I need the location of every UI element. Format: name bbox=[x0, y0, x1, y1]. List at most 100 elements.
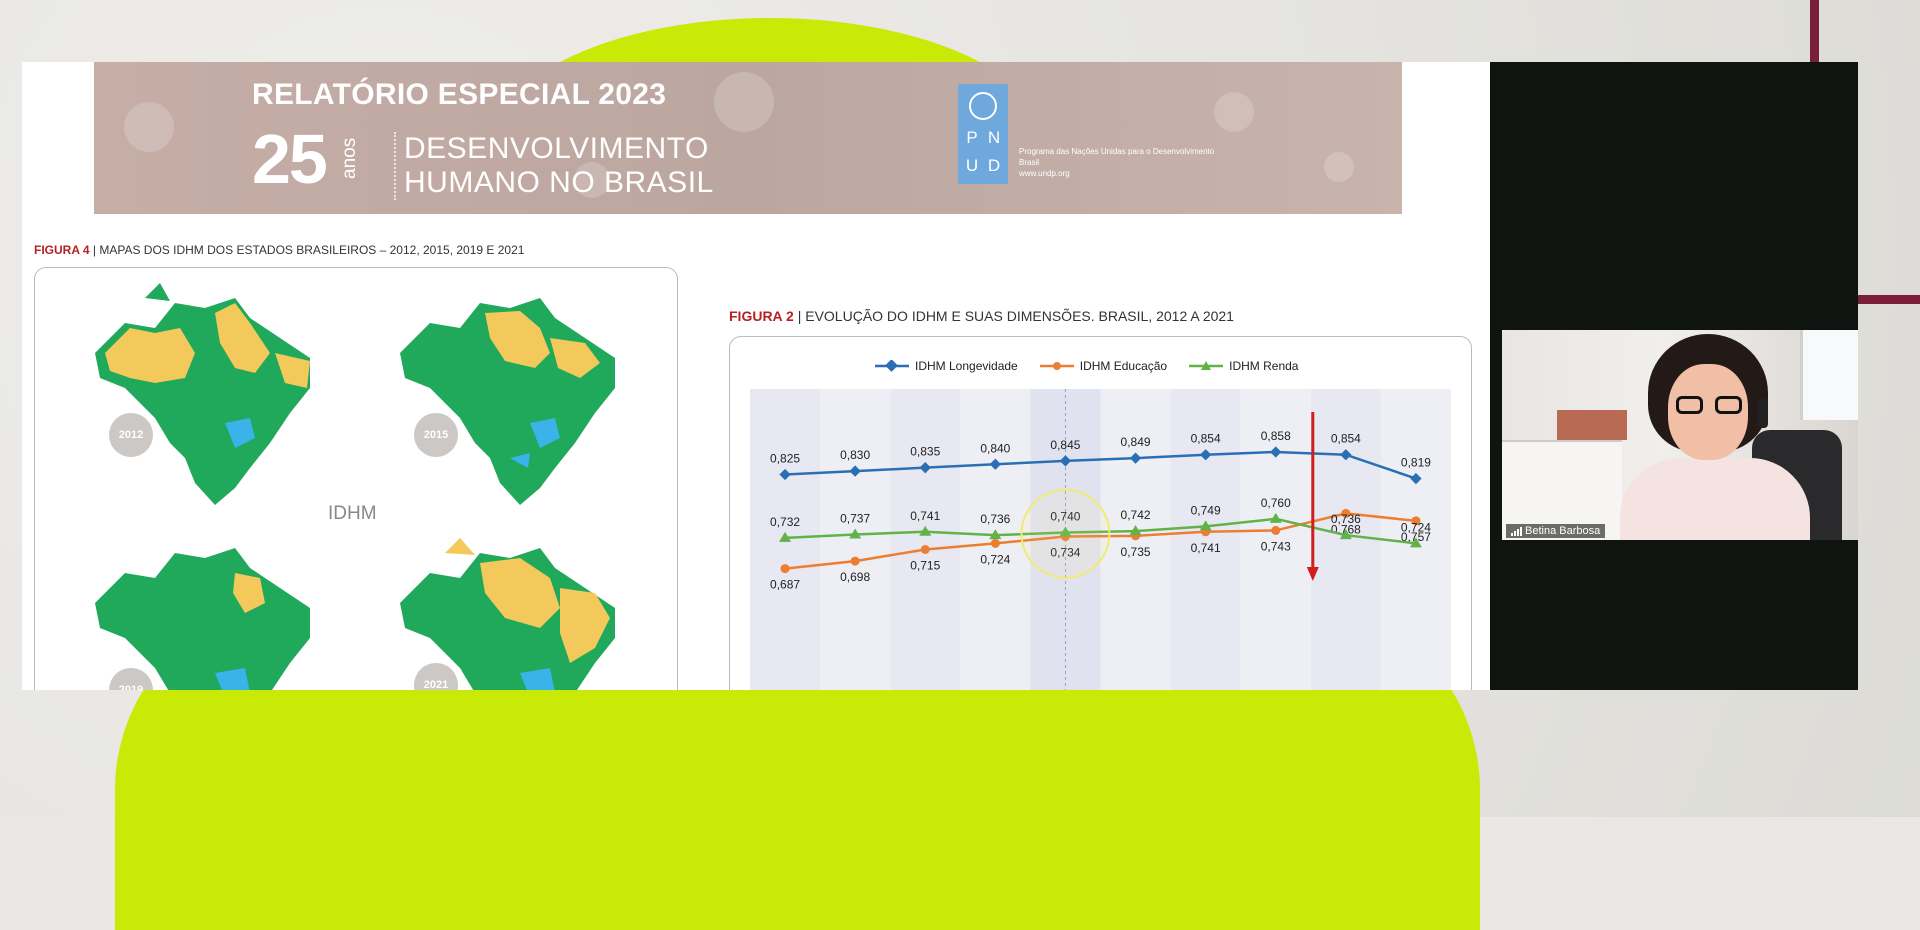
undp-letter-u: U bbox=[965, 156, 979, 175]
data-label-0-2018: 0,854 bbox=[1191, 432, 1221, 446]
point-1-2012 bbox=[780, 564, 790, 574]
data-label-0-2012: 0,825 bbox=[770, 452, 800, 466]
point-2-2016 bbox=[1059, 526, 1072, 537]
data-label-1-2019: 0,743 bbox=[1261, 539, 1291, 553]
point-2-2012 bbox=[779, 531, 792, 542]
data-label-0-2017: 0,849 bbox=[1121, 435, 1151, 449]
shared-slide: RELATÓRIO ESPECIAL 2023 25 anos DESENVOL… bbox=[22, 62, 1490, 690]
point-0-2015 bbox=[989, 458, 1002, 470]
undp-letter-p: P bbox=[966, 128, 978, 147]
undp-logo: P N U D bbox=[958, 84, 1008, 184]
signal-strength-icon bbox=[1511, 526, 1522, 536]
idhm-line-chart-card: IDHM Longevidade IDHM Educação IDHM Rend… bbox=[729, 336, 1472, 690]
background-cabinet bbox=[1502, 440, 1622, 540]
point-2-2014 bbox=[919, 525, 932, 536]
year-badge-2015: 2015 bbox=[414, 413, 458, 457]
point-1-2015 bbox=[990, 538, 1000, 548]
participant-name: Betina Barbosa bbox=[1525, 525, 1601, 537]
figure2-code: FIGURA 2 bbox=[729, 308, 794, 324]
banner-25: 25 bbox=[252, 120, 328, 198]
point-2-2015 bbox=[989, 529, 1002, 540]
participant-video-tile[interactable]: Betina Barbosa bbox=[1502, 330, 1858, 540]
data-label-0-2015: 0,840 bbox=[980, 441, 1010, 455]
point-1-2020 bbox=[1341, 508, 1351, 518]
figure2-caption: | EVOLUÇÃO DO IDHM E SUAS DIMENSÕES. BRA… bbox=[793, 308, 1234, 324]
point-1-2019 bbox=[1271, 525, 1281, 535]
data-label-0-2019: 0,858 bbox=[1261, 429, 1291, 443]
data-label-1-2014: 0,715 bbox=[910, 559, 940, 573]
participant-glasses bbox=[1676, 396, 1742, 416]
legend-item-renda: IDHM Renda bbox=[1189, 359, 1298, 373]
undp-text: Programa das Nações Unidas para o Desenv… bbox=[1019, 146, 1299, 179]
data-label-1-2013: 0,698 bbox=[840, 570, 870, 584]
un-globe-icon bbox=[969, 92, 997, 120]
column-band-2014 bbox=[890, 389, 961, 690]
legend-item-educacao: IDHM Educação bbox=[1039, 359, 1168, 373]
brazil-map-2019: 2019 bbox=[85, 533, 325, 690]
headset-icon bbox=[1758, 398, 1768, 428]
data-label-1-2018: 0,741 bbox=[1191, 541, 1221, 555]
data-label-2-2015: 0,736 bbox=[980, 512, 1010, 526]
figure4-caption: | MAPAS DOS IDHM DOS ESTADOS BRASILEIROS… bbox=[89, 243, 525, 257]
data-label-2-2017: 0,742 bbox=[1121, 508, 1151, 522]
data-label-0-2016: 0,845 bbox=[1050, 438, 1080, 452]
undp-country: Brasil bbox=[1019, 158, 1040, 167]
brazil-map-2012: 2012 bbox=[85, 283, 325, 513]
legend-label-renda: IDHM Renda bbox=[1229, 359, 1299, 373]
brazil-map-2015: 2015 bbox=[390, 283, 630, 513]
data-label-0-2020: 0,854 bbox=[1331, 432, 1361, 446]
data-label-2-2016: 0,740 bbox=[1050, 509, 1080, 523]
point-2-2017 bbox=[1129, 525, 1142, 536]
data-label-1-2017: 0,735 bbox=[1121, 545, 1151, 559]
column-band-2019 bbox=[1240, 389, 1311, 690]
point-0-2014 bbox=[919, 462, 931, 474]
data-label-1-2021: 0,757 bbox=[1401, 530, 1431, 544]
point-1-2014 bbox=[920, 545, 930, 554]
line-chart-plot: 0,825 0,830 0,835 0,840 0,845 0,849 0,854 0,858… bbox=[750, 389, 1451, 690]
banner-subtitle-line2: HUMANO NO BRASIL bbox=[404, 166, 714, 199]
data-label-2-2012: 0,732 bbox=[770, 515, 800, 529]
participant-name-tag: Betina Barbosa bbox=[1506, 524, 1606, 538]
point-0-2020 bbox=[1340, 449, 1352, 461]
data-label-2-2019: 0,760 bbox=[1261, 496, 1291, 510]
banner-title: RELATÓRIO ESPECIAL 2023 bbox=[252, 78, 666, 112]
figure4-code: FIGURA 4 bbox=[34, 243, 90, 257]
point-0-2021 bbox=[1410, 472, 1422, 485]
series-line-2 bbox=[784, 517, 1417, 545]
point-2-2013 bbox=[849, 528, 862, 539]
data-label-0-2014: 0,835 bbox=[910, 445, 940, 459]
point-1-2013 bbox=[850, 556, 860, 566]
chart-legend: IDHM Longevidade IDHM Educação IDHM Rend… bbox=[875, 359, 1298, 373]
background-shelf bbox=[1557, 410, 1627, 440]
data-label-2-2018: 0,749 bbox=[1191, 503, 1221, 517]
year-badge-2019: 2019 bbox=[109, 668, 153, 690]
undp-site: www.undp.org bbox=[1019, 169, 1070, 178]
point-2-2018 bbox=[1199, 520, 1212, 531]
data-label-2-2020: 0,736 bbox=[1331, 512, 1361, 526]
point-1-2021 bbox=[1411, 516, 1421, 526]
participant-body bbox=[1620, 458, 1810, 540]
data-label-1-2016: 0,734 bbox=[1050, 546, 1080, 560]
column-band-2020 bbox=[1310, 389, 1381, 690]
point-0-2019 bbox=[1270, 446, 1282, 458]
legend-label-educacao: IDHM Educação bbox=[1079, 359, 1168, 373]
banner-title-text: RELATÓRIO ESPECIAL bbox=[252, 78, 599, 111]
legend-item-longevidade: IDHM Longevidade bbox=[875, 359, 1018, 373]
brazil-map-2021: 2021 bbox=[390, 533, 630, 690]
data-label-1-2012: 0,687 bbox=[770, 578, 800, 592]
figure2-title: FIGURA 2 | EVOLUÇÃO DO IDHM E SUAS DIMEN… bbox=[729, 308, 1234, 324]
point-2-2020 bbox=[1339, 529, 1352, 540]
point-2-2021 bbox=[1409, 537, 1422, 548]
banner-subtitle: DESENVOLVIMENTO HUMANO NO BRASIL bbox=[394, 132, 714, 200]
report-banner: RELATÓRIO ESPECIAL 2023 25 anos DESENVOL… bbox=[94, 62, 1402, 214]
data-label-0-2013: 0,830 bbox=[840, 448, 870, 462]
column-band-2013 bbox=[820, 389, 891, 690]
banner-subtitle-line1: DESENVOLVIMENTO bbox=[404, 132, 709, 165]
series-line-1 bbox=[784, 512, 1417, 570]
point-2-2019 bbox=[1269, 512, 1282, 523]
undp-org: Programa das Nações Unidas para o Desenv… bbox=[1019, 147, 1215, 156]
data-label-2-2014: 0,741 bbox=[910, 509, 940, 523]
undp-letter-n: N bbox=[987, 128, 1001, 147]
year-badge-2012: 2012 bbox=[109, 413, 153, 457]
idhm-maps-card: IDHM 2012 2015 bbox=[34, 267, 678, 690]
